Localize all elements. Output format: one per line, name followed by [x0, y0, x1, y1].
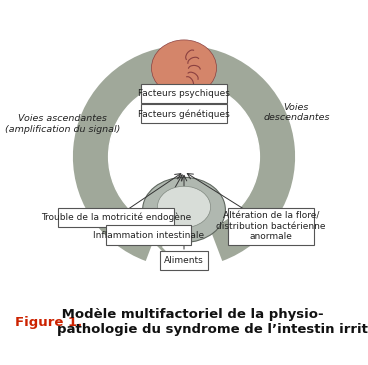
- Text: Facteurs psychiques: Facteurs psychiques: [138, 89, 230, 97]
- FancyBboxPatch shape: [229, 208, 314, 245]
- Ellipse shape: [175, 89, 193, 110]
- Ellipse shape: [143, 177, 225, 242]
- FancyBboxPatch shape: [160, 250, 208, 270]
- Text: Aliments: Aliments: [164, 255, 204, 265]
- Text: Inflammation intestinale: Inflammation intestinale: [93, 231, 204, 239]
- Text: Figure 1.: Figure 1.: [15, 315, 82, 328]
- FancyBboxPatch shape: [106, 226, 191, 245]
- Text: Voies ascendantes
(amplification du signal): Voies ascendantes (amplification du sign…: [5, 115, 120, 134]
- Text: Altération de la flore/
distribution bactérienne
anormale: Altération de la flore/ distribution bac…: [216, 211, 326, 241]
- Text: Voies
descendantes: Voies descendantes: [263, 103, 330, 122]
- FancyBboxPatch shape: [59, 208, 174, 227]
- FancyBboxPatch shape: [141, 84, 227, 103]
- Circle shape: [109, 81, 259, 232]
- Text: Modèle multifactoriel de la physio-
pathologie du syndrome de l’intestin irritab: Modèle multifactoriel de la physio- path…: [57, 308, 368, 336]
- Ellipse shape: [152, 40, 216, 96]
- FancyBboxPatch shape: [141, 104, 227, 123]
- Text: Facteurs génétiques: Facteurs génétiques: [138, 109, 230, 119]
- Text: Trouble de la motricité endogène: Trouble de la motricité endogène: [41, 212, 191, 222]
- Ellipse shape: [158, 186, 210, 228]
